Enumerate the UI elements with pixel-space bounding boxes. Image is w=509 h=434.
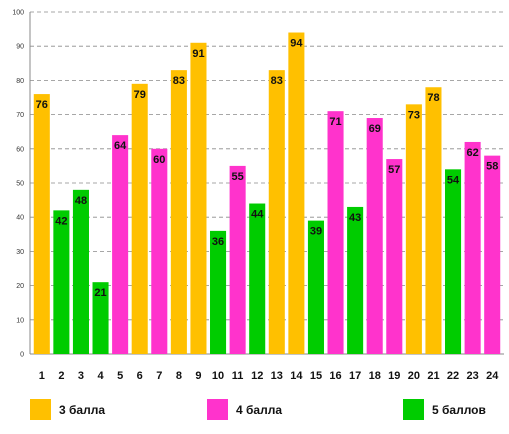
x-tick-label: 5	[117, 370, 123, 382]
data-label: 69	[369, 123, 381, 135]
data-label: 55	[232, 171, 244, 183]
data-label: 71	[329, 116, 341, 128]
bar	[210, 230, 227, 354]
data-label: 21	[94, 287, 106, 299]
x-tick-label: 23	[467, 370, 479, 382]
bar	[249, 203, 266, 354]
x-tick-label: 11	[232, 370, 244, 382]
data-label: 76	[36, 99, 48, 111]
y-tick-label: 70	[16, 112, 24, 119]
x-tick-label: 20	[408, 370, 420, 382]
data-label: 83	[271, 75, 283, 87]
bar	[347, 206, 364, 354]
bar	[484, 155, 501, 354]
data-label: 58	[486, 161, 498, 173]
x-tick-label: 4	[97, 370, 104, 382]
bar	[405, 104, 422, 354]
data-label: 36	[212, 236, 224, 248]
bar	[151, 148, 168, 354]
x-tick-label: 8	[176, 370, 182, 382]
x-tick-label: 10	[212, 370, 224, 382]
bar	[131, 83, 148, 354]
data-label: 83	[173, 75, 185, 87]
y-tick-label: 10	[16, 317, 24, 324]
y-tick-label: 50	[16, 181, 24, 188]
data-label: 64	[114, 140, 127, 152]
data-label: 48	[75, 195, 87, 207]
data-label: 39	[310, 226, 322, 238]
bar	[464, 141, 481, 354]
legend-swatch	[403, 399, 424, 420]
data-label: 54	[447, 174, 460, 186]
x-tick-label: 15	[310, 370, 322, 382]
data-label: 62	[467, 147, 479, 159]
data-label: 94	[290, 38, 303, 50]
x-tick-label: 18	[369, 370, 381, 382]
legend-swatch	[207, 399, 228, 420]
x-tick-label: 2	[58, 370, 64, 382]
y-tick-label: 80	[16, 78, 24, 85]
x-tick-label: 13	[271, 370, 283, 382]
x-tick-label: 24	[486, 370, 499, 382]
data-label: 73	[408, 109, 420, 121]
data-label: 57	[388, 164, 400, 176]
y-tick-label: 20	[16, 283, 24, 290]
bar	[327, 111, 344, 355]
y-tick-label: 100	[12, 10, 24, 17]
data-label: 43	[349, 212, 361, 224]
bar	[170, 70, 187, 354]
data-label: 78	[427, 92, 439, 104]
x-tick-label: 19	[388, 370, 400, 382]
x-tick-label: 3	[78, 370, 84, 382]
bar	[229, 165, 246, 354]
bar	[288, 32, 305, 355]
bar	[307, 220, 324, 354]
data-label: 44	[251, 209, 264, 221]
x-tick-label: 12	[251, 370, 263, 382]
x-tick-label: 9	[195, 370, 201, 382]
x-tick-label: 16	[329, 370, 341, 382]
bar	[53, 210, 70, 354]
x-tick-label: 1	[39, 370, 45, 382]
y-tick-label: 0	[20, 352, 24, 359]
bar	[445, 169, 462, 354]
x-tick-label: 14	[290, 370, 303, 382]
data-label: 91	[192, 48, 204, 60]
x-tick-label: 7	[156, 370, 162, 382]
bar	[112, 135, 129, 354]
bar	[92, 282, 109, 354]
data-label: 60	[153, 154, 165, 166]
data-label: 79	[134, 89, 146, 101]
bar	[72, 189, 89, 354]
y-tick-label: 30	[16, 249, 24, 256]
x-tick-label: 22	[447, 370, 459, 382]
y-tick-label: 60	[16, 146, 24, 153]
bar	[33, 94, 50, 354]
x-tick-label: 17	[349, 370, 361, 382]
legend-label: 5 баллов	[432, 403, 486, 417]
legend-swatch	[30, 399, 51, 420]
bar	[366, 118, 383, 355]
legend-label: 3 балла	[59, 403, 105, 417]
bar	[268, 70, 285, 354]
bar	[190, 42, 207, 354]
x-tick-label: 21	[427, 370, 439, 382]
bar	[386, 159, 403, 354]
x-tick-label: 6	[137, 370, 143, 382]
data-label: 42	[55, 215, 67, 227]
y-tick-label: 40	[16, 215, 24, 222]
legend-label: 4 балла	[236, 403, 282, 417]
y-tick-label: 90	[16, 44, 24, 51]
bar	[425, 87, 442, 355]
